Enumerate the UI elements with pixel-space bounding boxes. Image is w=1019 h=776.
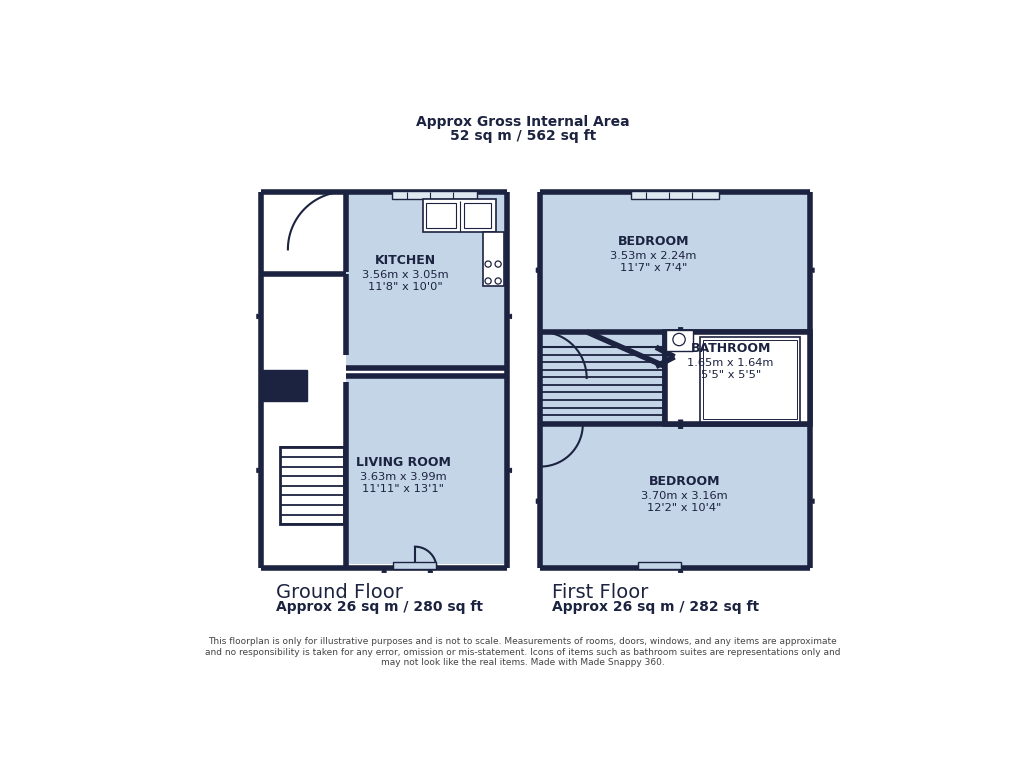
Bar bbox=[699, 338, 799, 422]
Bar bbox=[664, 332, 809, 424]
Text: This floorplan is only for illustrative purposes and is not to scale. Measuremen: This floorplan is only for illustrative … bbox=[205, 637, 840, 667]
Bar bbox=[630, 191, 718, 199]
Text: KITCHEN: KITCHEN bbox=[375, 255, 436, 268]
Bar bbox=[422, 199, 495, 232]
Bar bbox=[391, 191, 476, 199]
Text: LIVING ROOM: LIVING ROOM bbox=[356, 456, 450, 469]
Text: 3.70m x 3.16m: 3.70m x 3.16m bbox=[641, 491, 727, 501]
Bar bbox=[540, 192, 809, 332]
Text: BEDROOM: BEDROOM bbox=[618, 235, 689, 248]
Text: 3.63m x 3.99m: 3.63m x 3.99m bbox=[360, 472, 446, 482]
Text: Approx 26 sq m / 282 sq ft: Approx 26 sq m / 282 sq ft bbox=[551, 601, 758, 615]
Text: 5'5" x 5'5": 5'5" x 5'5" bbox=[700, 370, 760, 380]
Bar bbox=[540, 424, 809, 568]
Text: BEDROOM: BEDROOM bbox=[648, 476, 719, 488]
Text: 12'2" x 10'4": 12'2" x 10'4" bbox=[647, 503, 720, 513]
Text: 11'8" x 10'0": 11'8" x 10'0" bbox=[368, 282, 442, 292]
Bar bbox=[393, 562, 435, 569]
Bar bbox=[702, 341, 796, 419]
Bar bbox=[345, 376, 504, 564]
Bar bbox=[345, 192, 504, 368]
Text: 11'11" x 13'1": 11'11" x 13'1" bbox=[362, 484, 444, 494]
Text: First Floor: First Floor bbox=[551, 583, 648, 601]
Text: 52 sq m / 562 sq ft: 52 sq m / 562 sq ft bbox=[449, 130, 595, 144]
Text: BATHROOM: BATHROOM bbox=[690, 342, 770, 355]
Text: 1.65m x 1.64m: 1.65m x 1.64m bbox=[687, 358, 773, 368]
Bar bbox=[261, 370, 307, 401]
Bar bbox=[464, 203, 491, 228]
Text: 11'7" x 7'4": 11'7" x 7'4" bbox=[620, 263, 687, 273]
Text: Ground Floor: Ground Floor bbox=[276, 583, 403, 601]
Bar bbox=[665, 330, 692, 351]
Bar bbox=[638, 562, 680, 569]
Bar bbox=[540, 347, 664, 423]
Bar bbox=[482, 232, 503, 286]
Bar bbox=[540, 332, 664, 424]
Text: 3.56m x 3.05m: 3.56m x 3.05m bbox=[362, 270, 448, 280]
Text: Approx 26 sq m / 280 sq ft: Approx 26 sq m / 280 sq ft bbox=[276, 601, 483, 615]
Bar bbox=[280, 447, 343, 525]
Text: 3.53m x 2.24m: 3.53m x 2.24m bbox=[609, 251, 696, 261]
Bar bbox=[426, 203, 455, 228]
Text: Approx Gross Internal Area: Approx Gross Internal Area bbox=[416, 116, 629, 130]
